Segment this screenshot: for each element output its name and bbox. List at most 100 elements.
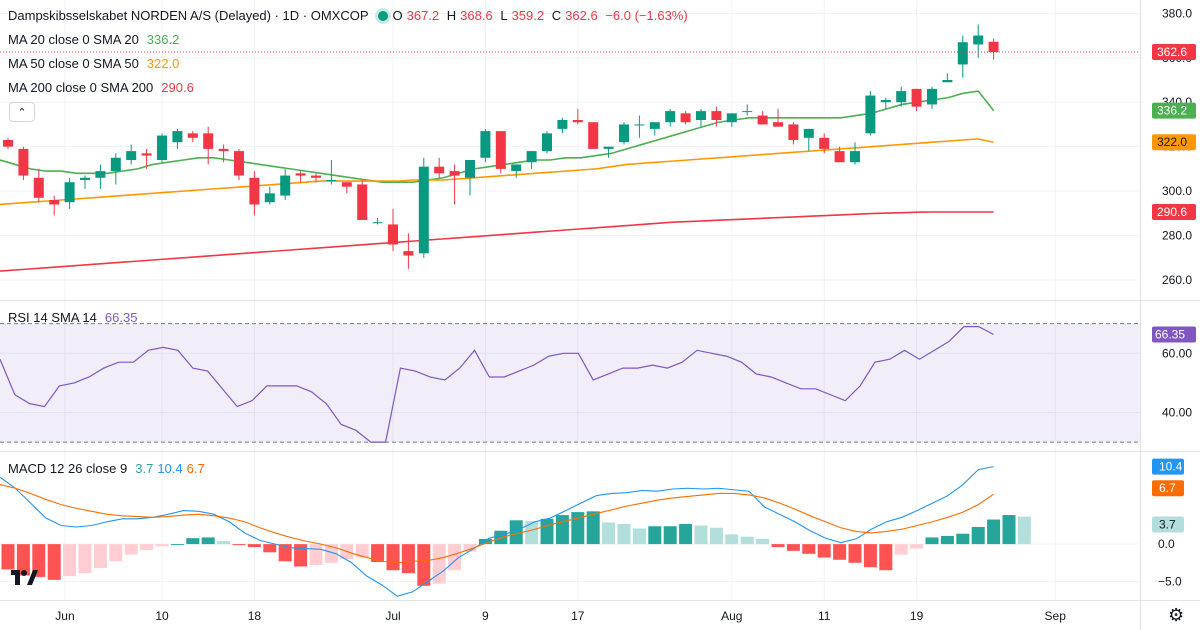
candle-body bbox=[64, 182, 75, 203]
macd-signal-line bbox=[0, 483, 994, 564]
macd-histogram-bar bbox=[509, 520, 523, 545]
macd-histogram-bar bbox=[401, 544, 415, 574]
change-value: −6.0 (−1.63%) bbox=[605, 8, 688, 23]
macd-histogram-bar bbox=[632, 528, 646, 545]
ma20-label: MA 20 close 0 SMA 20 bbox=[8, 32, 139, 47]
ma200-value: 290.6 bbox=[161, 80, 194, 95]
ma50-legend[interactable]: MA 50 close 0 SMA 50 322.0 bbox=[8, 56, 183, 72]
rsi-label: RSI 14 SMA 14 bbox=[8, 310, 97, 325]
rsi-legend[interactable]: RSI 14 SMA 14 66.35 bbox=[8, 310, 141, 326]
candle-body bbox=[973, 35, 984, 45]
candle-body bbox=[788, 124, 799, 140]
price-label-text: 290.6 bbox=[1157, 205, 1187, 219]
chevron-up-icon: ⌃ bbox=[17, 106, 27, 119]
x-tick-label: 9 bbox=[482, 609, 489, 623]
candle-body bbox=[295, 173, 306, 176]
low-value: 359.2 bbox=[511, 8, 545, 23]
macd-histogram-bar bbox=[848, 544, 862, 563]
macd-histogram-bar bbox=[355, 544, 369, 558]
macd-histogram-bar bbox=[16, 544, 30, 576]
macd-histogram-bar bbox=[32, 544, 46, 577]
ma50-label: MA 50 close 0 SMA 50 bbox=[8, 56, 139, 71]
ma200-legend[interactable]: MA 200 close 0 SMA 200 290.6 bbox=[8, 80, 198, 96]
close-label: C bbox=[551, 8, 562, 23]
collapse-legend-button[interactable]: ⌃ bbox=[9, 102, 35, 122]
macd-histogram-bar bbox=[771, 544, 785, 548]
macd-histogram-bar bbox=[679, 524, 693, 545]
candle-body bbox=[834, 151, 845, 163]
candle-body bbox=[680, 113, 691, 123]
candle-body bbox=[942, 80, 953, 83]
x-tick-label: Sep bbox=[1045, 609, 1067, 623]
settings-gear-icon[interactable]: ⚙ bbox=[1168, 605, 1185, 625]
tradingview-logo-icon[interactable] bbox=[10, 568, 38, 592]
candle-body bbox=[249, 177, 260, 205]
candle-body bbox=[819, 137, 830, 149]
candle-body bbox=[311, 175, 321, 178]
macd-histogram-bar bbox=[201, 537, 215, 545]
macd-line-value: 10.4 bbox=[157, 461, 183, 476]
candle-body bbox=[234, 151, 244, 176]
macd-histogram-bar bbox=[47, 544, 61, 580]
macd-histogram-bar bbox=[278, 544, 292, 562]
candle-body bbox=[865, 95, 876, 134]
candle-body bbox=[588, 122, 599, 149]
macd-line bbox=[0, 466, 994, 597]
candle-body bbox=[773, 122, 783, 127]
ma50-line bbox=[0, 138, 994, 206]
macd-histogram-bar bbox=[786, 544, 800, 551]
candle-body bbox=[172, 131, 183, 143]
rsi-value-badge bbox=[1152, 326, 1196, 343]
candle-body bbox=[927, 88, 937, 105]
candle-body bbox=[619, 124, 629, 143]
candle-body bbox=[341, 182, 352, 187]
macd-histogram-bar bbox=[740, 536, 754, 545]
candle-body bbox=[480, 131, 491, 158]
macd-histogram-bar bbox=[309, 544, 323, 565]
price-tick-label: 280.0 bbox=[1162, 229, 1192, 243]
high-label: H bbox=[446, 8, 457, 23]
candle-body bbox=[896, 91, 907, 103]
macd-histogram-bar bbox=[648, 526, 662, 545]
x-tick-label: 18 bbox=[248, 609, 262, 623]
symbol-title[interactable]: Dampskibsselskabet NORDEN A/S (Delayed) … bbox=[8, 8, 369, 23]
candle-body bbox=[80, 177, 90, 180]
macd-legend[interactable]: MACD 12 26 close 9 3.7 10.4 6.7 bbox=[8, 461, 209, 477]
candle-body bbox=[434, 166, 445, 174]
macd-histogram-bar bbox=[1017, 516, 1031, 545]
macd-histogram-bar bbox=[78, 544, 92, 574]
macd-histogram-bar bbox=[833, 544, 847, 560]
macd-histogram-bar bbox=[971, 526, 985, 545]
macd-histogram-bar bbox=[186, 538, 200, 545]
x-tick-label: 10 bbox=[155, 609, 169, 623]
macd-histogram-bar bbox=[694, 525, 708, 545]
macd-tick-label: 0.0 bbox=[1158, 537, 1175, 551]
candle-body bbox=[49, 200, 60, 205]
candle-body bbox=[33, 177, 44, 198]
ma200-label: MA 200 close 0 SMA 200 bbox=[8, 80, 154, 95]
macd-histogram-bar bbox=[463, 544, 477, 552]
candle-body bbox=[850, 151, 860, 163]
x-tick-label: Aug bbox=[721, 609, 742, 623]
candle-body bbox=[711, 111, 722, 120]
candle-body bbox=[187, 133, 198, 138]
x-tick-label: Jul bbox=[385, 609, 400, 623]
price-label-badge bbox=[1152, 134, 1196, 151]
macd-histogram-bar bbox=[324, 544, 338, 563]
candle-body bbox=[218, 148, 229, 152]
candle-body bbox=[742, 111, 753, 113]
rsi-tick-label: 60.00 bbox=[1162, 346, 1192, 360]
macd-histogram-bar bbox=[894, 544, 908, 555]
macd-histogram-bar bbox=[940, 535, 954, 545]
macd-histogram-bar bbox=[247, 544, 261, 548]
x-tick-label: Jun bbox=[55, 609, 74, 623]
macd-signal-value: 6.7 bbox=[186, 461, 205, 476]
macd-histogram-bar bbox=[109, 544, 123, 562]
rsi-line bbox=[0, 326, 994, 443]
close-value: 362.6 bbox=[565, 8, 598, 23]
candle-body bbox=[3, 140, 13, 147]
ma20-legend[interactable]: MA 20 close 0 SMA 20 336.2 bbox=[8, 32, 183, 48]
candle-body bbox=[141, 153, 152, 156]
macd-histogram-bar bbox=[417, 544, 431, 586]
